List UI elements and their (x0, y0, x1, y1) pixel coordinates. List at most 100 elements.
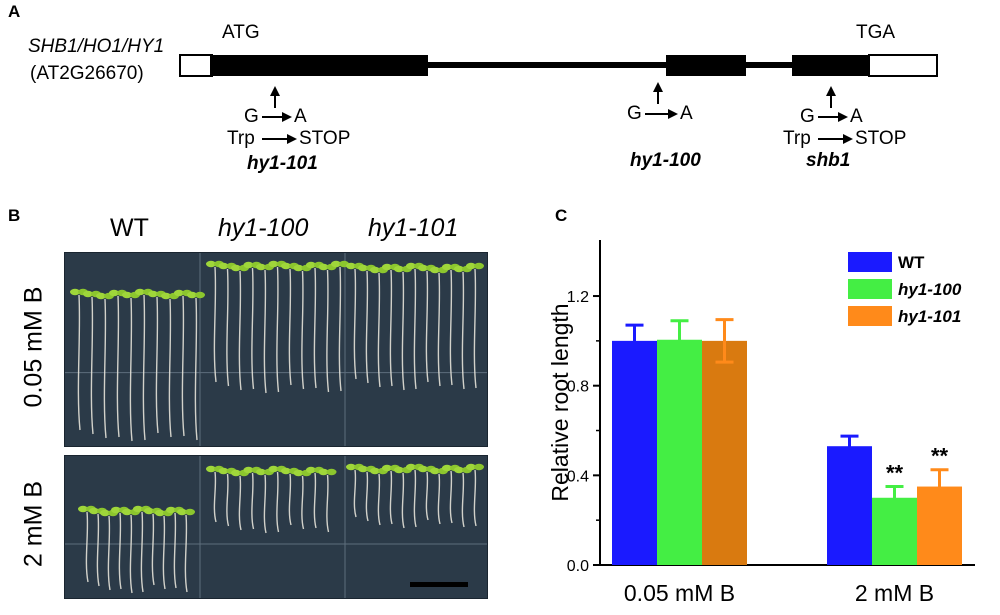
seedling-leaf (177, 508, 187, 516)
seedling-root (173, 512, 177, 589)
seedling-leaf (195, 291, 205, 299)
seedling-root (168, 298, 172, 438)
seedling-leaf (122, 508, 132, 516)
legend-label: WT (898, 253, 925, 272)
seedling-leaf (96, 292, 106, 300)
seedling-root (326, 269, 330, 393)
seedling-root (288, 473, 292, 526)
seedling-root (425, 270, 429, 383)
mutation-1-base-to: A (294, 106, 307, 127)
seedling-root (226, 268, 230, 387)
seedling-root (461, 472, 465, 528)
exon-3 (792, 55, 870, 76)
mutation-3-base-to: A (850, 106, 863, 127)
seedling-root (389, 269, 393, 387)
seedling-root (251, 267, 255, 390)
mutation-3-aa-from: Trp (783, 128, 811, 149)
seedling-leaf (474, 463, 484, 471)
seedling-leaf (243, 466, 254, 474)
seedling-leaf (185, 508, 195, 516)
utr-5prime (179, 54, 213, 77)
seedling-root (353, 268, 357, 380)
seedling-leaf (166, 506, 176, 514)
mutation-3-aa-to: STOP (855, 128, 907, 149)
seedling-root (181, 295, 185, 437)
seedling-root (276, 266, 280, 393)
seedling-leaf (418, 465, 428, 473)
seedling-leaf (281, 467, 291, 475)
seedling-leaf (346, 262, 356, 270)
seedling-leaf (231, 469, 241, 477)
seedling-leaf (218, 467, 229, 475)
seedling-leaf (370, 467, 380, 475)
seedling-leaf (89, 507, 99, 515)
seedling-leaf (293, 469, 304, 477)
y-tick-label: 0.0 (567, 558, 589, 575)
legend-swatch (848, 279, 892, 299)
seedling-leaf (454, 265, 464, 273)
seedling-leaf (268, 465, 279, 473)
seedling-root (155, 296, 159, 434)
seedling-leaf (406, 463, 416, 471)
column-label-wt: WT (110, 214, 149, 242)
seedling-root (449, 269, 453, 386)
seedling-leaf (144, 507, 154, 515)
seedling-leaf (268, 260, 279, 268)
seedling-leaf (281, 262, 291, 270)
seedling-root (377, 473, 381, 526)
legend-swatch (848, 306, 892, 326)
seedling-leaf (135, 288, 145, 296)
seedling-root (226, 473, 230, 527)
seedling-root (473, 469, 477, 527)
mutation-2-base-to: A (680, 103, 693, 124)
panel-c-label: C (555, 206, 568, 225)
seedling-leaf (466, 463, 476, 471)
seedling-leaf (218, 262, 229, 270)
intron-line (425, 62, 795, 68)
seedling-leaf (306, 261, 316, 269)
panel-b-label: B (8, 206, 21, 225)
seedling-leaf (331, 260, 341, 268)
seedling-root (103, 298, 107, 439)
seedling-root (85, 511, 89, 583)
seedling-leaf (133, 505, 143, 513)
seedling-root (461, 271, 465, 390)
seedling-root (313, 267, 317, 389)
seedling-root (129, 297, 133, 442)
gene-structure-diagram (179, 54, 938, 144)
seedling-root (142, 294, 146, 441)
seedling-root (194, 297, 198, 441)
seedling-leaf (326, 468, 337, 476)
mutation-1-aa-from: Trp (227, 128, 255, 149)
seedling-root (288, 268, 292, 386)
seedling-leaf (70, 288, 80, 296)
exon-2 (666, 55, 746, 76)
stop-codon: TGA (856, 22, 896, 43)
legend-label: hy1-100 (898, 280, 962, 299)
exon-1 (210, 55, 428, 76)
seedling-leaf (231, 264, 241, 272)
significance-marker: ** (886, 461, 904, 486)
mutation-1-base-from: G (244, 106, 259, 127)
y-axis-label: Relative root length (547, 303, 573, 501)
seedling-root (238, 270, 242, 391)
seedling-root (301, 270, 305, 390)
seedling-leaf (78, 505, 88, 513)
seedling-leaf (370, 266, 380, 274)
seedling-leaf (454, 466, 464, 474)
y-tick-label: 0.8 (567, 379, 589, 396)
seedling-root (184, 514, 188, 593)
column-label-hy1-101: hy1-101 (368, 214, 459, 242)
row-label-high-boron: 2 mM B (19, 480, 48, 568)
seedling-leaf (148, 290, 158, 298)
seedling-root (353, 469, 357, 518)
seedling-root (413, 469, 417, 528)
seedling-leaf (442, 464, 452, 472)
seedling-leaf (382, 263, 392, 271)
x-category-label: 2 mM B (855, 580, 934, 606)
seedling-root (251, 472, 255, 530)
seedling-leaf (293, 264, 304, 272)
start-codon: ATG (222, 22, 260, 43)
seedling-leaf (111, 506, 121, 514)
seedling-leaf (382, 464, 392, 472)
